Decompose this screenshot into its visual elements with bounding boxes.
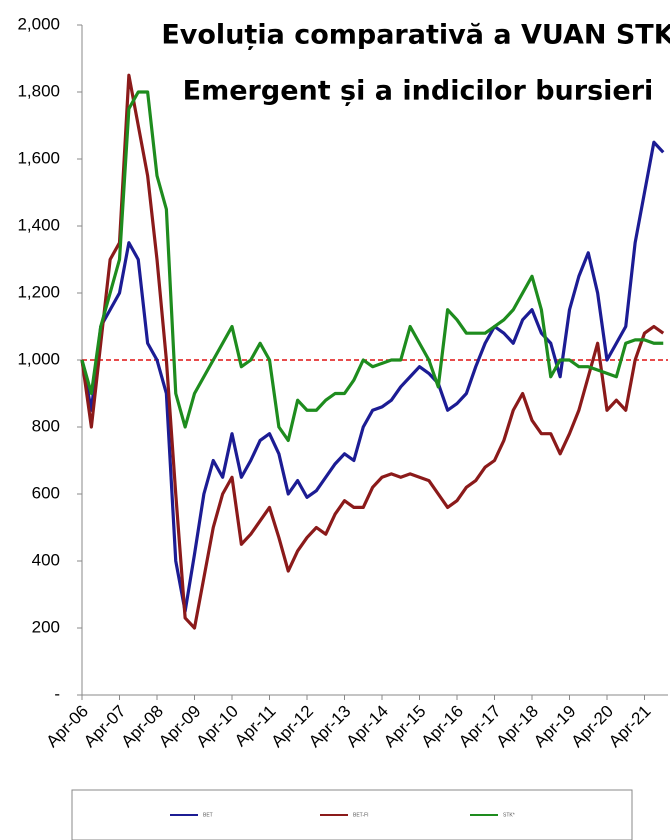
x-tick-label: Apr-09 <box>155 702 205 752</box>
x-tick-label: Apr-08 <box>117 702 167 752</box>
chart-title: Evoluția comparativă a VUAN STK <box>161 20 670 51</box>
series-line <box>80 73 665 630</box>
legend-label: BET <box>203 812 213 818</box>
y-tick-label: 1,800 <box>17 81 60 100</box>
series-line <box>80 90 664 442</box>
y-tick-label: 200 <box>32 617 60 636</box>
y-tick-label: - <box>54 684 60 703</box>
y-tick-label: 1,600 <box>17 148 60 167</box>
y-tick-label: 2,000 <box>17 14 60 33</box>
legend-label: STK* <box>503 812 515 818</box>
x-tick-label: Apr-14 <box>342 702 392 752</box>
x-tick-label: Apr-07 <box>80 702 130 752</box>
x-tick-label: Apr-19 <box>530 702 580 752</box>
x-tick-label: Apr-16 <box>417 702 467 752</box>
series-line <box>80 140 665 613</box>
y-tick-label: 400 <box>32 550 60 569</box>
x-tick-label: Apr-13 <box>305 702 355 752</box>
y-tick-label: 600 <box>32 483 60 502</box>
y-tick-label: 1,000 <box>17 349 60 368</box>
chart-title: Emergent și a indicilor bursieri <box>183 76 654 107</box>
legend-box <box>71 789 633 840</box>
legend-label: BET-FI <box>353 812 369 818</box>
y-tick-label: 1,200 <box>17 282 60 301</box>
x-tick-label: Apr-10 <box>192 702 242 752</box>
x-tick-label: Apr-06 <box>42 702 92 752</box>
y-tick-label: 800 <box>32 416 60 435</box>
x-tick-label: Apr-15 <box>380 702 430 752</box>
x-tick-label: Apr-21 <box>605 702 655 752</box>
x-tick-label: Apr-12 <box>267 702 317 752</box>
x-tick-label: Apr-17 <box>455 702 505 752</box>
x-tick-label: Apr-18 <box>492 702 542 752</box>
x-tick-label: Apr-20 <box>567 702 617 752</box>
y-tick-label: 1,400 <box>17 215 60 234</box>
